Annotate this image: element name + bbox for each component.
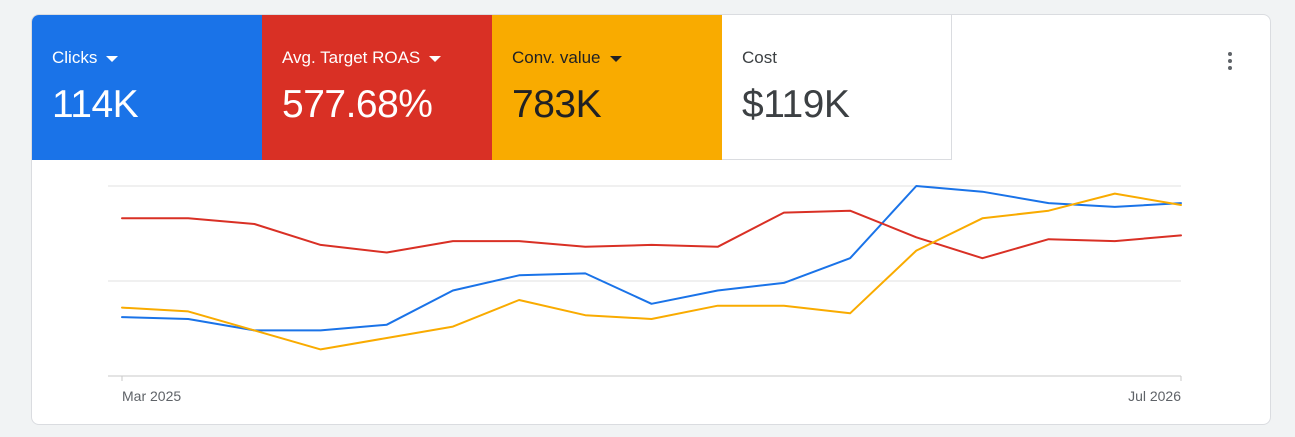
metric-label-text: Cost (742, 48, 777, 67)
dropdown-arrow-icon (609, 56, 622, 62)
dropdown-arrow-icon (106, 56, 119, 62)
metric-tiles: Clicks 114K Avg. Target ROAS 577.68% Con… (32, 15, 952, 160)
metric-tile-cost[interactable]: Cost $119K (722, 15, 952, 160)
series-line-1 (121, 209, 1182, 260)
metric-label: Avg. Target ROAS (282, 47, 492, 69)
metric-value: 783K (512, 83, 602, 126)
metric-label: Cost (742, 47, 951, 69)
series-line-2 (121, 192, 1182, 351)
series-line-0 (121, 185, 1182, 332)
metric-tile-clicks[interactable]: Clicks 114K (32, 15, 262, 160)
metric-label-text: Conv. value (512, 48, 601, 67)
dropdown-arrow-icon (429, 56, 442, 62)
metric-label-text: Clicks (52, 48, 98, 67)
line-chart: Mar 2025 Jul 2026 (108, 185, 1182, 404)
metric-label-text: Avg. Target ROAS (282, 48, 421, 67)
more-dot (1228, 59, 1232, 63)
metric-tile-avg-target-roas[interactable]: Avg. Target ROAS 577.68% (262, 15, 492, 160)
x-tick-label: Mar 2025 (122, 388, 181, 404)
metric-tile-conv-value[interactable]: Conv. value 783K (492, 15, 722, 160)
more-dot (1228, 66, 1232, 70)
performance-card: Clicks 114K Avg. Target ROAS 577.68% Con… (31, 14, 1271, 425)
metric-label: Conv. value (512, 47, 722, 69)
x-tick-label: Jul 2026 (1128, 388, 1181, 404)
metric-value: $119K (742, 83, 850, 126)
metric-value: 577.68% (282, 83, 433, 126)
metric-value: 114K (52, 83, 139, 126)
more-dot (1228, 52, 1232, 56)
metric-label: Clicks (52, 47, 262, 69)
more-vert-icon[interactable] (1216, 47, 1244, 75)
